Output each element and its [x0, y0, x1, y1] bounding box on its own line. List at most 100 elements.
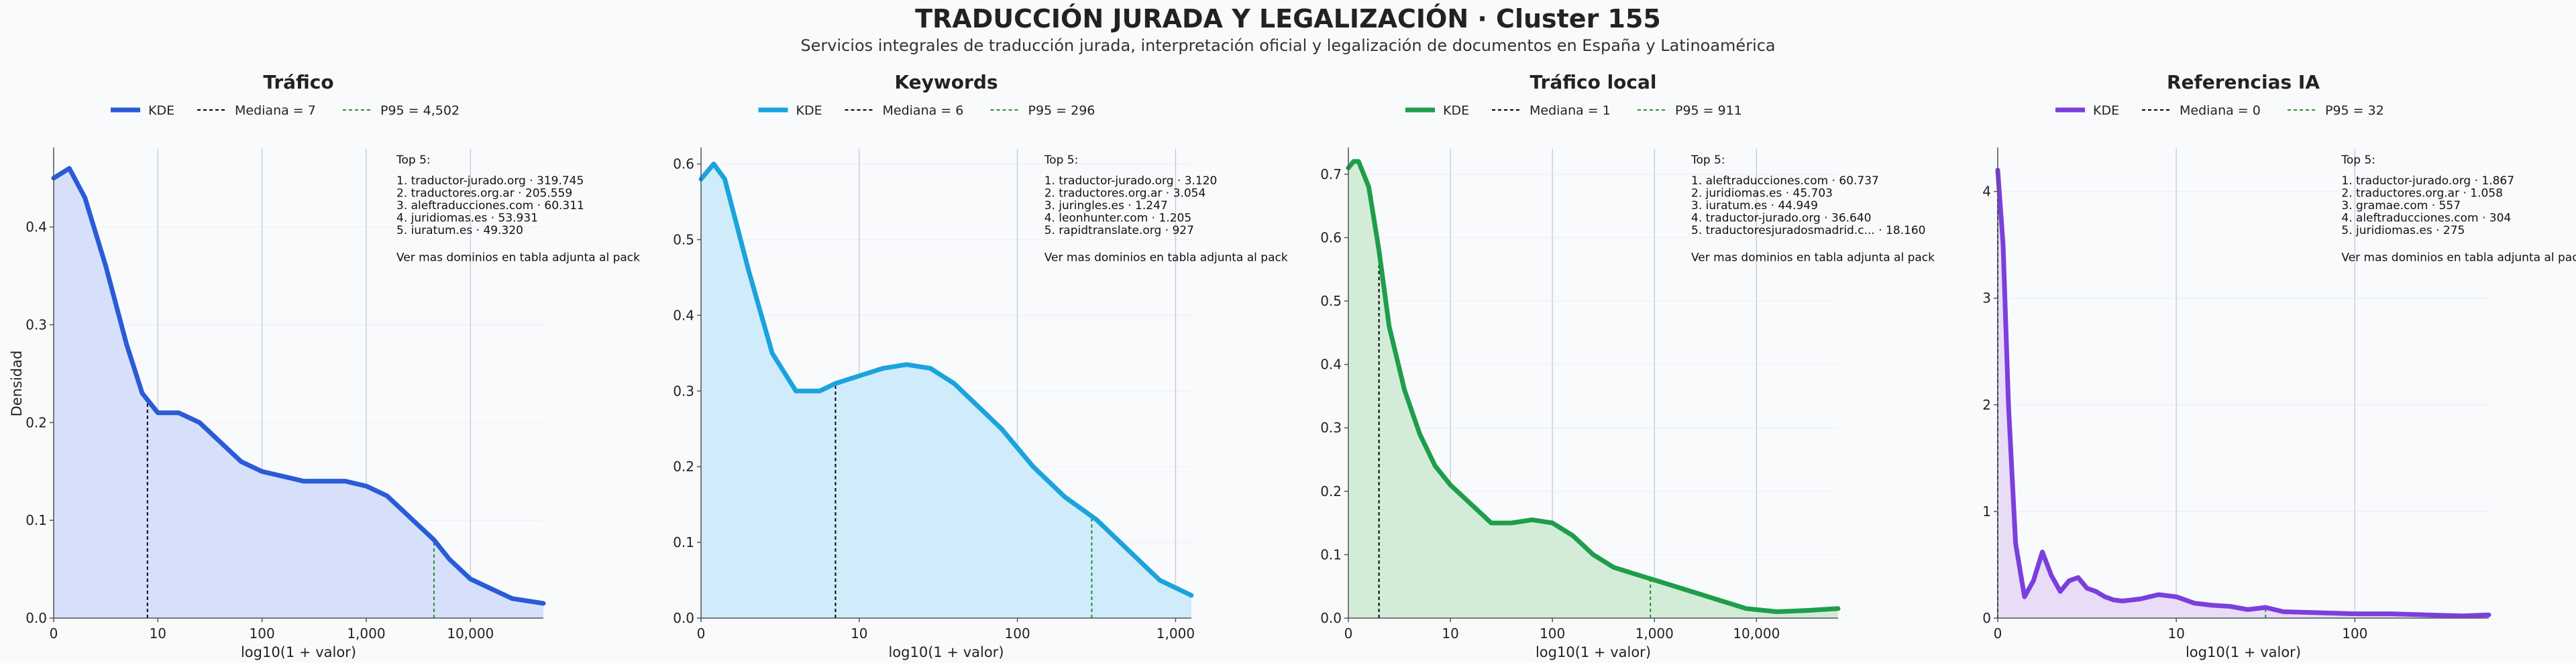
y-tick-label: 0.2	[1320, 483, 1342, 499]
top5-footer: Ver mas dominios en tabla adjunta al pac…	[1691, 251, 1935, 265]
x-tick-label: 0	[50, 625, 58, 642]
chart-title: Referencias IA	[2167, 71, 2320, 93]
chart-title: Tráfico	[263, 71, 333, 93]
x-tick-label: 10,000	[1733, 625, 1780, 642]
top5-item: 5. traductoresjuradosmadrid.c... · 18.16…	[1691, 224, 1926, 237]
y-tick-label: 3	[1982, 290, 1991, 306]
top5-item: 2. juridiomas.es · 45.703	[1691, 187, 1833, 200]
top5-item: 4. leonhunter.com · 1.205	[1044, 212, 1191, 225]
top5-header: Top 5:	[396, 154, 431, 167]
legend-label: P95 = 32	[2325, 103, 2384, 118]
kde-line	[698, 162, 1194, 598]
y-tick-label: 0.4	[673, 307, 694, 323]
y-axis-label: Densidad	[9, 351, 25, 417]
kde-area	[54, 168, 543, 618]
top5-item: 4. juridiomas.es · 53.931	[396, 212, 538, 225]
top5-item: 2. traductores.org.ar · 3.054	[1044, 187, 1206, 200]
y-tick-label: 0.5	[673, 231, 694, 247]
y-tick-label: 2	[1982, 397, 1991, 413]
x-tick-label: 10	[2167, 625, 2184, 642]
top5-item: 1. traductor-jurado.org · 1.867	[2341, 174, 2514, 188]
y-tick-label: 0.3	[25, 317, 47, 333]
x-axis-label: log10(1 + valor)	[888, 644, 1004, 660]
x-tick-label: 10	[1442, 625, 1458, 642]
top5-item: 3. iuratum.es · 44.949	[1691, 199, 1818, 213]
top5-item: 3. gramae.com · 557	[2341, 199, 2461, 213]
y-tick-label: 1	[1982, 503, 1991, 520]
chart-panel-3: Tráfico local KDE Mediana = 1 P95 = 911 0 10 1…	[1320, 71, 1935, 660]
y-tick-label: 0.1	[1320, 546, 1342, 562]
kde-line	[1346, 159, 1841, 614]
top5-item: 1. traductor-jurado.org · 319.745	[396, 174, 584, 188]
top5-item: 3. aleftraducciones.com · 60.311	[396, 199, 584, 213]
x-tick-label: 0	[1994, 625, 2002, 642]
top5-item: 1. aleftraducciones.com · 60.737	[1691, 174, 1879, 188]
x-tick-label: 0	[1344, 625, 1353, 642]
top5-header: Top 5:	[1690, 154, 1725, 167]
y-tick-label: 0	[1982, 610, 1991, 626]
top5-header: Top 5:	[2341, 154, 2375, 167]
x-tick-label: 1,000	[347, 625, 385, 642]
y-tick-label: 0.4	[25, 219, 47, 235]
y-tick-label: 0.6	[1320, 229, 1342, 245]
top5-header: Top 5:	[1044, 154, 1079, 167]
top5-footer: Ver mas dominios en tabla adjunta al pac…	[1044, 251, 1288, 265]
top5-item: 4. traductor-jurado.org · 36.640	[1691, 212, 1872, 225]
top5-footer: Ver mas dominios en tabla adjunta al pac…	[396, 251, 640, 265]
y-tick-label: 0.2	[673, 459, 694, 475]
y-tick-label: 0.0	[25, 610, 47, 626]
legend-label: Mediana = 7	[235, 103, 316, 118]
y-tick-label: 0.5	[1320, 293, 1342, 309]
legend-label: P95 = 911	[1675, 103, 1742, 118]
y-tick-label: 0.0	[1320, 610, 1342, 626]
y-tick-label: 0.7	[1320, 166, 1342, 182]
y-tick-label: 0.1	[25, 512, 47, 528]
legend-label: KDE	[2093, 103, 2119, 118]
y-tick-label: 0.1	[673, 534, 694, 550]
y-tick-label: 0.0	[673, 610, 694, 626]
top5-item: 2. traductores.org.ar · 1.058	[2341, 187, 2503, 200]
x-tick-label: 1,000	[1157, 625, 1195, 642]
legend-label: Mediana = 0	[2180, 103, 2261, 118]
y-tick-label: 0.2	[25, 414, 47, 430]
legend-label: KDE	[796, 103, 822, 118]
legend-label: Mediana = 1	[1529, 103, 1611, 118]
top5-item: 5. rapidtranslate.org · 927	[1044, 224, 1194, 237]
top5-item: 2. traductores.org.ar · 205.559	[396, 187, 572, 200]
chart-panel-2: Keywords KDE Mediana = 6 P95 = 296 0 10 100 1,0…	[673, 71, 1288, 660]
page-title: TRADUCCIÓN JURADA Y LEGALIZACIÓN · Clust…	[915, 4, 1661, 34]
top5-item: 1. traductor-jurado.org · 3.120	[1044, 174, 1218, 188]
y-tick-label: 0.6	[673, 156, 694, 172]
x-axis-label: log10(1 + valor)	[241, 644, 356, 660]
chart-panel-1: Tráfico KDE Mediana = 7 P95 = 4,502 0 10 100 1,…	[9, 71, 640, 660]
x-tick-label: 10	[851, 625, 867, 642]
legend-label: Mediana = 6	[883, 103, 964, 118]
x-tick-label: 100	[1540, 625, 1565, 642]
x-axis-label: log10(1 + valor)	[2186, 644, 2301, 660]
legend-label: KDE	[148, 103, 174, 118]
kde-area	[701, 164, 1191, 619]
legend-label: P95 = 4,502	[380, 103, 460, 118]
kde-area	[1998, 170, 2489, 619]
x-tick-label: 10	[150, 625, 166, 642]
kde-line	[51, 166, 546, 606]
top5-item: 3. juringles.es · 1.247	[1044, 199, 1168, 213]
chart-title: Tráfico local	[1530, 71, 1657, 93]
legend-label: P95 = 296	[1028, 103, 1095, 118]
x-axis-label: log10(1 + valor)	[1536, 644, 1651, 660]
x-tick-label: 10,000	[447, 625, 494, 642]
y-tick-label: 0.3	[673, 383, 694, 399]
top5-item: 5. iuratum.es · 49.320	[396, 224, 523, 237]
top5-item: 4. aleftraducciones.com · 304	[2341, 212, 2511, 225]
x-tick-label: 100	[1005, 625, 1030, 642]
top5-item: 5. juridiomas.es · 275	[2341, 224, 2465, 237]
chart-title: Keywords	[894, 71, 998, 93]
x-tick-label: 0	[697, 625, 706, 642]
top5-footer: Ver mas dominios en tabla adjunta al pac…	[2341, 251, 2576, 265]
page-subtitle: Servicios integrales de traducción jurad…	[800, 36, 1776, 55]
y-tick-label: 4	[1982, 184, 1991, 200]
kde-line	[1995, 168, 2491, 619]
y-tick-label: 0.4	[1320, 357, 1342, 373]
